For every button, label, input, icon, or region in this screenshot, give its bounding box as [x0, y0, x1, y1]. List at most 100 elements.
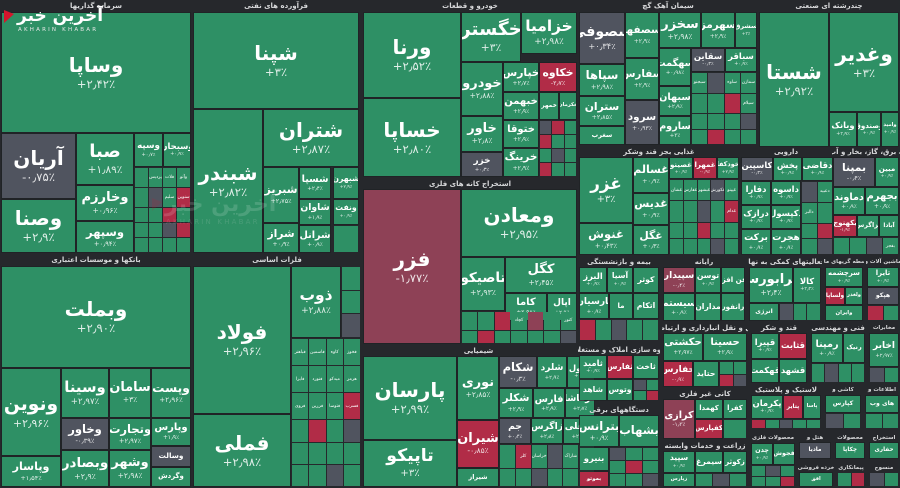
treemap-tile-small[interactable]: سبجنو — [692, 73, 708, 93]
treemap-tile-small[interactable] — [494, 312, 511, 330]
treemap-tile[interactable]: سقاین -۰٫۳٪ — [692, 49, 724, 71]
treemap-tile-small[interactable] — [163, 223, 176, 237]
treemap-tile[interactable]: افق — [800, 473, 832, 486]
treemap-tile-small[interactable] — [752, 476, 766, 486]
treemap-tile[interactable]: قپیرا +۰٫۹٪ — [752, 334, 778, 358]
treemap-tile[interactable]: وسینا +۲٫۹۷٪ — [62, 369, 108, 417]
treemap-tile-small[interactable] — [884, 473, 898, 486]
treemap-tile[interactable]: داسوه +۰٫۹٪ — [772, 182, 800, 204]
treemap-tile-small[interactable] — [564, 121, 576, 134]
treemap-tile-small[interactable] — [697, 201, 711, 222]
treemap-tile-small[interactable]: فسرب — [343, 393, 360, 420]
treemap-tile[interactable]: سرچشمه +۰٫۹٪ — [826, 268, 862, 286]
treemap-tile-small[interactable]: غدام — [725, 201, 738, 222]
treemap-tile-small[interactable] — [326, 464, 343, 486]
treemap-tile[interactable]: سهرمز +۲٫۹٪ — [702, 13, 734, 47]
treemap-tile-small[interactable] — [646, 380, 658, 390]
treemap-tile-small[interactable] — [802, 223, 817, 239]
treemap-tile[interactable]: وپست +۲٫۹۶٪ — [152, 369, 190, 417]
treemap-tile[interactable]: شراز +۰٫۹٪ — [264, 224, 298, 252]
treemap-tile[interactable]: ومعادن +۲٫۹۵٪ — [462, 190, 576, 256]
treemap-tile-small[interactable] — [634, 380, 646, 390]
treemap-tile[interactable]: سخزر +۲٫۹۸٪ — [660, 13, 700, 47]
treemap-tile-small[interactable] — [802, 182, 817, 202]
treemap-tile[interactable]: رنیک — [844, 334, 864, 362]
treemap-tile-small[interactable] — [343, 464, 360, 486]
treemap-tile[interactable]: دماوند +۰٫۹٪ — [834, 188, 864, 214]
treemap-tile-small[interactable] — [177, 223, 190, 237]
treemap-tile-small[interactable]: فباهنر — [292, 339, 309, 366]
treemap-tile[interactable]: وصندوق+۰٫۹٪ — [858, 113, 880, 146]
treemap-tile[interactable]: خزامیا +۲٫۹۸٪ — [522, 13, 576, 53]
treemap-tile-small[interactable] — [724, 420, 746, 438]
treemap-tile[interactable]: حفارس -۰٫۹٪ — [664, 362, 692, 386]
treemap-tile-small[interactable] — [564, 149, 576, 162]
treemap-tile-small[interactable] — [163, 238, 176, 252]
treemap-tile[interactable]: ذوب +۲٫۸۸٪ — [292, 267, 340, 337]
treemap-tile[interactable]: شکلر +۲٫۹٪ — [500, 389, 532, 417]
treemap-tile-small[interactable] — [135, 223, 148, 237]
treemap-tile-small[interactable] — [720, 374, 733, 386]
treemap-tile-small[interactable]: خراسان — [531, 445, 547, 468]
treemap-tile-small[interactable]: کچاد — [511, 312, 527, 330]
treemap-tile-small[interactable] — [643, 320, 658, 340]
treemap-tile-small[interactable] — [711, 238, 725, 254]
treemap-tile[interactable]: ثفارس — [608, 356, 632, 378]
treemap-tile-small[interactable] — [292, 442, 309, 464]
treemap-tile[interactable]: بجهرم +۰٫۹٪ — [866, 188, 898, 214]
treemap-tile[interactable]: شسپا +۲٫۴٪ — [300, 168, 330, 198]
treemap-tile[interactable]: سیمرغ — [696, 452, 722, 472]
treemap-tile[interactable]: وسپهر +۰٫۹۴٪ — [77, 222, 133, 252]
treemap-tile[interactable]: پخش +۰٫۹٪ — [774, 158, 801, 180]
treemap-tile-small[interactable]: کاوه — [326, 339, 343, 366]
treemap-tile[interactable]: شاوان +۱٫۹٪ — [300, 200, 330, 224]
treemap-tile-small[interactable] — [720, 362, 733, 374]
treemap-tile-small[interactable]: فاسمین — [309, 339, 326, 366]
treemap-tile-small[interactable] — [733, 374, 746, 386]
treemap-tile[interactable]: فرابورس+۲٫۴٪ — [750, 268, 792, 302]
treemap-tile-small[interactable] — [766, 466, 780, 476]
treemap-tile-small[interactable] — [135, 168, 148, 187]
treemap-tile[interactable]: شستا +۲٫۹۲٪ — [760, 13, 828, 146]
treemap-tile[interactable]: ثاخت — [634, 356, 658, 378]
treemap-tile-small[interactable] — [309, 420, 326, 442]
treemap-tile[interactable]: بشهاب — [620, 416, 658, 446]
treemap-tile-small[interactable] — [793, 420, 807, 428]
treemap-tile[interactable]: غنوش +۰٫۴۳٪ — [580, 224, 632, 254]
treemap-tile-small[interactable] — [560, 330, 576, 343]
treemap-tile-small[interactable] — [866, 238, 882, 254]
treemap-tile[interactable]: البرز +۰٫۹٪ — [580, 268, 606, 292]
treemap-tile[interactable]: وصنا +۲٫۹٪ — [2, 200, 75, 252]
treemap-tile-small[interactable]: پردیس — [149, 168, 162, 187]
treemap-tile[interactable]: پارسیان+۰٫۹٪ — [580, 294, 608, 318]
treemap-tile-small[interactable] — [851, 364, 864, 382]
treemap-tile-small[interactable] — [817, 239, 832, 254]
treemap-tile[interactable]: تایرا +۰٫۹٪ — [868, 268, 898, 286]
treemap-tile-small[interactable] — [531, 468, 547, 486]
treemap-tile-small[interactable] — [670, 238, 683, 254]
treemap-tile-small[interactable] — [817, 202, 832, 223]
treemap-tile[interactable]: شبندر +۲٫۸۲٪ — [194, 110, 262, 252]
treemap-tile-small[interactable] — [634, 390, 646, 400]
treemap-tile[interactable]: شیراز — [458, 469, 498, 486]
treemap-tile-small[interactable] — [692, 93, 708, 113]
treemap-tile-small[interactable]: بفجر — [882, 238, 898, 254]
treemap-tile-small[interactable] — [564, 163, 576, 176]
treemap-tile[interactable]: های وب — [866, 396, 898, 412]
treemap-tile[interactable]: دقاضی +۰٫۹٪ — [803, 158, 832, 180]
treemap-tile[interactable]: دفارا +۰٫۹٪ — [742, 182, 770, 204]
treemap-tile[interactable]: دکپسول+۰٫۹٪ — [772, 206, 800, 228]
treemap-tile[interactable]: خودکفا+۲٫۹٪ — [718, 158, 738, 178]
treemap-tile-small[interactable] — [626, 461, 642, 473]
treemap-tile[interactable]: فزر -۱٫۷۷٪ — [364, 190, 460, 343]
treemap-tile[interactable]: صبا +۱٫۸۹٪ — [77, 134, 133, 184]
treemap-tile[interactable]: شپنا +۳٪ — [194, 13, 358, 108]
treemap-tile-small[interactable] — [292, 464, 309, 486]
treemap-tile-small[interactable] — [752, 420, 765, 428]
treemap-tile[interactable]: رمپنا +۰٫۹٪ — [812, 334, 842, 362]
treemap-tile-small[interactable]: دعبید — [817, 182, 832, 202]
treemap-tile[interactable]: خپارس +۲٫۷٪ — [504, 63, 538, 91]
treemap-tile[interactable]: وغدیر +۳٪ — [830, 13, 898, 111]
treemap-tile-small[interactable] — [540, 149, 552, 162]
treemap-tile-small[interactable]: غپینو — [725, 180, 738, 201]
